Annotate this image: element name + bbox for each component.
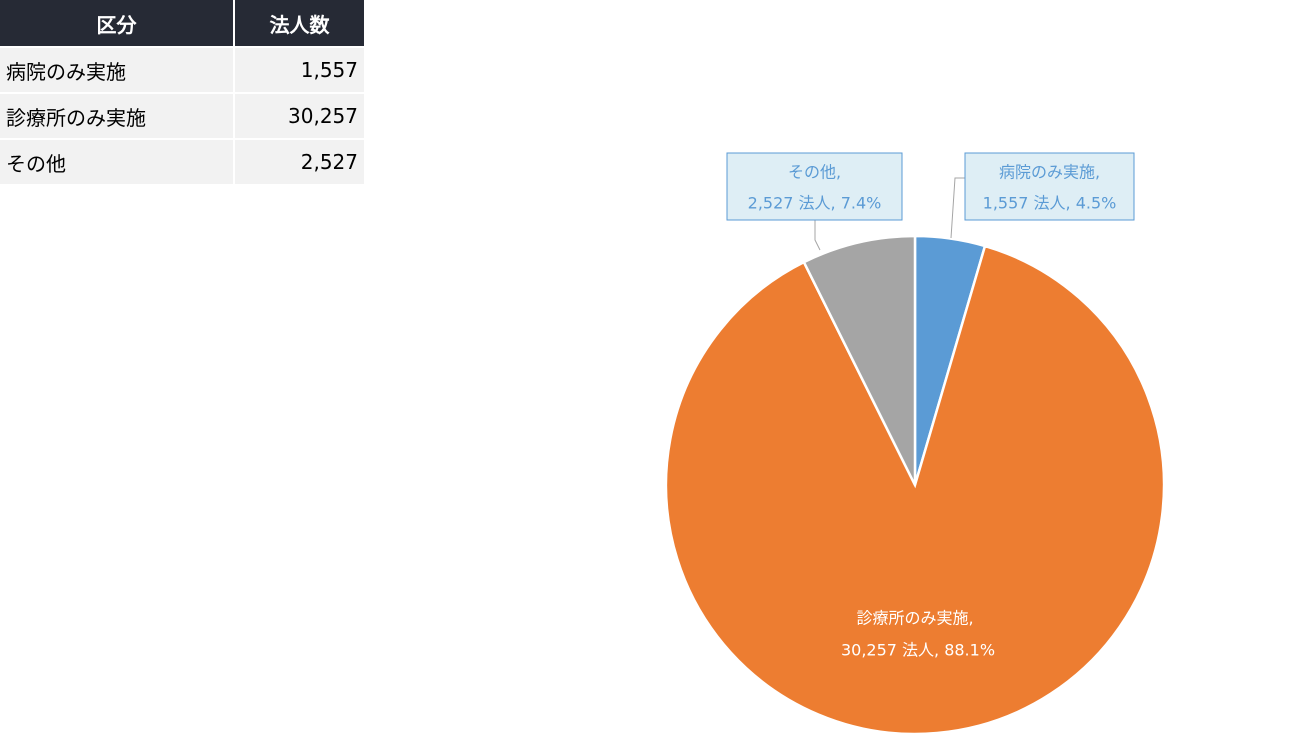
label-box — [964, 152, 1135, 221]
table-row: 診療所のみ実施 30,257 — [0, 94, 364, 138]
data-label-value: 2,527 法人, 7.4% — [748, 194, 882, 213]
data-table: 区分 法人数 病院のみ実施 1,557 診療所のみ実施 30,257 その他 2,527 — [0, 0, 366, 186]
data-label-value: 30,257 法人, 88.1% — [841, 641, 995, 660]
data-label-value: 1,557 法人, 4.5% — [983, 194, 1117, 213]
category-cell: 診療所のみ実施 — [0, 94, 233, 138]
category-cell: 病院のみ実施 — [0, 48, 233, 92]
pie-slice — [802, 234, 917, 486]
pie-slice — [664, 244, 1166, 736]
data-label-name: 診療所のみ実施, — [856, 609, 973, 628]
count-cell: 30,257 — [235, 94, 364, 138]
leader-line — [950, 177, 965, 239]
header-row: 区分 法人数 — [0, 0, 364, 46]
data-label-name: その他, — [788, 163, 841, 182]
leader-line — [814, 220, 821, 251]
table-row: その他 2,527 — [0, 140, 364, 184]
header-cell: 区分 — [0, 0, 233, 46]
label-box — [726, 152, 903, 221]
category-cell: その他 — [0, 140, 233, 184]
header-cell: 法人数 — [235, 0, 364, 46]
count-cell: 2,527 — [235, 140, 364, 184]
count-cell: 1,557 — [235, 48, 364, 92]
data-label-name: 病院のみ実施, — [999, 163, 1100, 182]
table-row: 病院のみ実施 1,557 — [0, 48, 364, 92]
